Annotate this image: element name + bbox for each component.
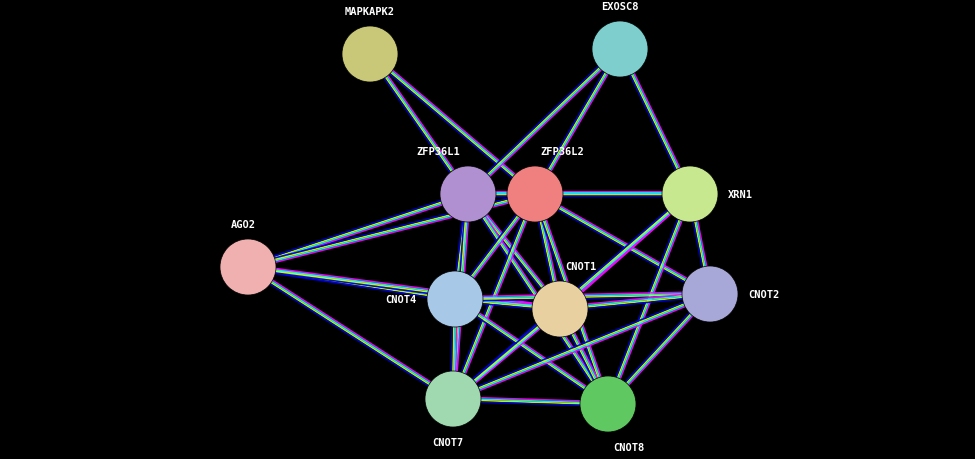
Text: CNOT1: CNOT1: [565, 262, 597, 271]
Text: CNOT4: CNOT4: [386, 294, 417, 304]
Circle shape: [592, 22, 648, 78]
Circle shape: [425, 371, 481, 427]
Circle shape: [507, 167, 563, 223]
Circle shape: [440, 167, 496, 223]
Text: ZFP36L1: ZFP36L1: [416, 147, 460, 157]
Circle shape: [342, 27, 398, 83]
Text: XRN1: XRN1: [728, 190, 753, 200]
Text: EXOSC8: EXOSC8: [602, 2, 639, 12]
Text: CNOT7: CNOT7: [432, 437, 464, 447]
Circle shape: [682, 266, 738, 322]
Circle shape: [662, 167, 718, 223]
Text: MAPKAPK2: MAPKAPK2: [345, 7, 395, 17]
Circle shape: [220, 240, 276, 295]
Circle shape: [532, 281, 588, 337]
Circle shape: [427, 271, 483, 327]
Text: CNOT2: CNOT2: [748, 289, 779, 299]
Circle shape: [580, 376, 636, 432]
Text: CNOT8: CNOT8: [613, 442, 644, 452]
Text: ZFP36L2: ZFP36L2: [540, 147, 584, 157]
Text: AGO2: AGO2: [230, 219, 255, 230]
